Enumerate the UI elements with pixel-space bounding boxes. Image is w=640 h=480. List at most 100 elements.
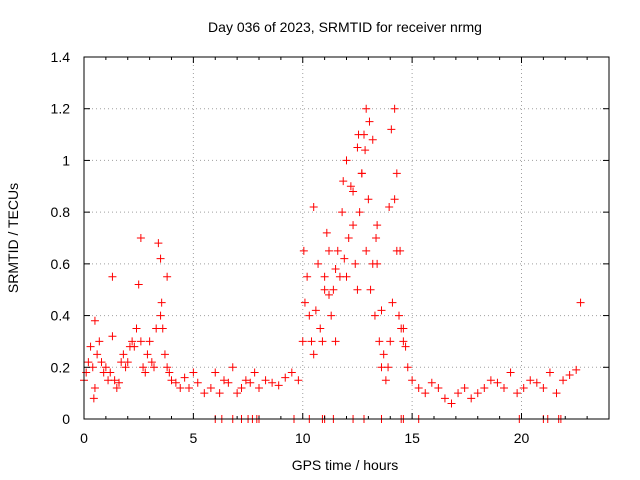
data-point [354, 130, 363, 139]
data-point [331, 265, 340, 274]
data-point [147, 358, 156, 367]
data-point [86, 342, 95, 351]
data-point [305, 311, 314, 320]
data-point [228, 363, 237, 372]
data-point [373, 259, 382, 268]
data-point [318, 337, 327, 346]
axis-ticks: 0 5 10 15 20 0 0.2 0.4 0.6 0.8 1 1.2 1.4 [51, 49, 609, 446]
data-point [357, 169, 366, 178]
data-point [224, 378, 233, 387]
data-point [121, 363, 130, 372]
data-point [333, 246, 342, 255]
data-points [80, 104, 585, 423]
data-point [322, 228, 331, 237]
data-point [97, 358, 106, 367]
data-point [115, 378, 123, 387]
data-point [123, 358, 132, 367]
data-point [519, 383, 528, 392]
data-point [399, 337, 408, 346]
data-point [506, 368, 515, 377]
x-tick-label: 0 [80, 430, 88, 446]
data-point [434, 383, 443, 392]
data-point [176, 383, 185, 392]
data-point [401, 342, 410, 351]
data-point [576, 298, 585, 307]
y-tick-label: 0.6 [51, 256, 71, 272]
data-point [362, 246, 371, 255]
data-point [361, 146, 370, 155]
data-point [281, 373, 290, 382]
data-point [344, 234, 353, 242]
data-point [89, 394, 98, 403]
data-point [237, 383, 246, 392]
data-point [320, 285, 329, 294]
data-point [141, 368, 150, 377]
data-point [180, 373, 189, 382]
data-point [163, 272, 172, 281]
data-point [171, 378, 180, 387]
data-point [163, 363, 172, 372]
data-point [314, 259, 323, 268]
data-point [112, 383, 121, 392]
data-point [211, 368, 220, 377]
data-point [387, 125, 396, 134]
data-point [220, 376, 228, 385]
data-point [386, 337, 395, 346]
data-point [95, 337, 104, 346]
data-point [139, 363, 148, 372]
data-point [395, 311, 403, 320]
data-point [200, 389, 209, 398]
data-point [377, 306, 386, 315]
data-point [130, 342, 139, 351]
data-point [467, 394, 476, 403]
data-point [268, 378, 277, 387]
data-point [294, 376, 303, 385]
x-axis-title: GPS time / hours [292, 457, 399, 473]
data-point [303, 272, 312, 281]
data-point [311, 306, 320, 315]
data-point [421, 389, 430, 398]
data-point [241, 376, 250, 385]
data-point [362, 104, 371, 113]
data-point [287, 368, 296, 377]
data-point [136, 337, 145, 346]
data-point [526, 376, 535, 385]
y-tick-label: 1 [62, 152, 70, 168]
data-point [440, 394, 449, 403]
data-point [300, 298, 309, 307]
data-point [185, 383, 193, 392]
data-point [90, 383, 99, 392]
data-point [351, 259, 360, 268]
data-point [365, 117, 374, 126]
data-point [500, 383, 508, 392]
data-point [156, 254, 165, 263]
data-point [390, 104, 399, 113]
data-point [84, 358, 93, 367]
data-point [154, 239, 163, 248]
data-point [552, 389, 561, 398]
data-point [408, 376, 417, 385]
data-point [539, 383, 548, 392]
data-point [193, 378, 202, 387]
data-point [331, 337, 340, 346]
series-group [80, 104, 585, 423]
data-point [93, 350, 102, 359]
data-point [381, 376, 390, 385]
data-point [250, 368, 259, 377]
y-tick-label: 0.2 [51, 359, 71, 375]
data-point [372, 234, 381, 242]
grid-layer [84, 57, 609, 419]
data-point [545, 368, 554, 377]
data-point [349, 221, 358, 230]
data-point [165, 368, 174, 377]
data-point [355, 208, 364, 217]
data-point [565, 371, 574, 380]
y-tick-label: 0 [62, 411, 70, 427]
data-point [298, 337, 307, 346]
data-point [215, 389, 224, 398]
x-tick-label: 20 [514, 430, 530, 446]
data-point [325, 246, 333, 255]
data-point [373, 221, 382, 230]
